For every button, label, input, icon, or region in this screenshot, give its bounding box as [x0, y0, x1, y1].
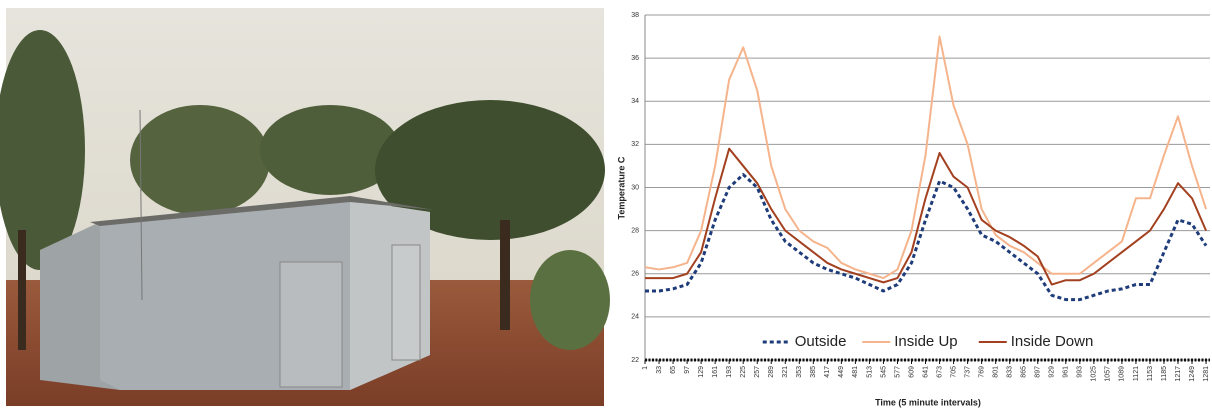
- x-tick-label: 673: [936, 366, 943, 378]
- chart: Temperature C Time (5 minute intervals) …: [616, 12, 1210, 407]
- x-tick-label: 961: [1063, 366, 1070, 378]
- y-tick-label: 38: [631, 12, 639, 19]
- series-line: [644, 35, 1208, 280]
- x-tick-label: 929: [1049, 366, 1056, 378]
- y-tick-label: 28: [631, 227, 639, 234]
- x-tick-label: 33: [656, 366, 663, 374]
- x-tick-label: 1217: [1175, 366, 1182, 382]
- x-tick-label: 1025: [1091, 366, 1098, 382]
- x-tick-label: 129: [698, 366, 705, 378]
- x-tick-label: 577: [894, 366, 901, 378]
- x-tick-label: 97: [684, 366, 691, 374]
- x-tick-label: 193: [726, 366, 733, 378]
- y-tick-label: 34: [631, 98, 639, 105]
- x-tick-label: 481: [852, 366, 859, 378]
- x-tick-label: 321: [782, 366, 789, 378]
- x-tick-label: 289: [768, 366, 775, 378]
- x-tick-label: 737: [964, 366, 971, 378]
- x-tick-label: 545: [880, 366, 887, 378]
- y-tick-label: 24: [631, 314, 639, 321]
- x-tick-label: 161: [712, 366, 719, 378]
- x-tick-label: 225: [740, 366, 747, 378]
- x-tick-label: 801: [993, 366, 1000, 378]
- legend-label: Outside: [795, 333, 847, 350]
- y-axis-title: Temperature C: [616, 156, 626, 219]
- x-axis-title: Time (5 minute intervals): [875, 397, 981, 407]
- x-tick-label: 417: [824, 366, 831, 378]
- x-tick-label: 993: [1077, 366, 1084, 378]
- y-tick-label: 36: [631, 55, 639, 62]
- x-tick-label: 1057: [1105, 366, 1112, 382]
- y-tick-label: 22: [631, 357, 639, 364]
- x-tick-label: 865: [1021, 366, 1028, 378]
- photo: [0, 8, 610, 406]
- series-line: [645, 173, 1208, 302]
- x-tick-label: 1: [642, 366, 649, 370]
- series-line: [645, 147, 1207, 286]
- x-tick-label: 449: [838, 366, 845, 378]
- x-tick-label: 897: [1035, 366, 1042, 378]
- x-tick-label: 1153: [1147, 366, 1154, 381]
- x-tick-label: 1089: [1119, 366, 1126, 382]
- legend-label: Inside Down: [1011, 333, 1094, 350]
- x-tick-label: 385: [810, 366, 817, 378]
- x-tick-label: 353: [796, 366, 803, 378]
- x-tick-label: 65: [670, 366, 677, 374]
- x-tick-label: 513: [866, 366, 873, 378]
- y-tick-label: 26: [631, 271, 639, 278]
- x-tick-label: 833: [1007, 366, 1014, 378]
- x-tick-label: 1121: [1133, 366, 1140, 381]
- x-tick-label: 705: [950, 366, 957, 378]
- x-tick-label: 1249: [1189, 366, 1196, 382]
- x-tick-label: 257: [754, 366, 761, 378]
- x-tick-label: 641: [922, 366, 929, 378]
- y-tick-label: 32: [631, 141, 639, 148]
- y-tick-label: 30: [631, 184, 639, 191]
- x-tick-label: 609: [908, 366, 915, 378]
- x-tick-label: 1185: [1161, 366, 1168, 381]
- x-tick-label: 1281: [1203, 366, 1210, 382]
- x-tick-label: 769: [978, 366, 985, 378]
- legend-label: Inside Up: [894, 333, 957, 350]
